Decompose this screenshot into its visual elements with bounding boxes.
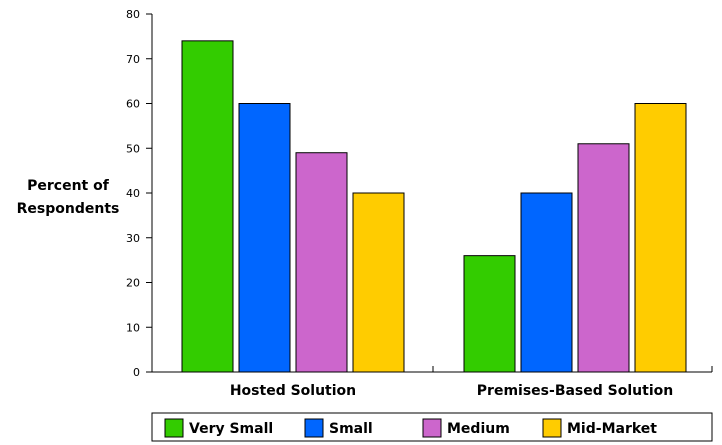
y-tick-label: 10 [126,321,140,334]
category-labels: Hosted Solution Premises-Based Solution [230,383,673,399]
bar-mid-market-hosted [352,192,405,373]
legend-label-small: Small [329,421,373,437]
category-label-hosted: Hosted Solution [230,383,356,399]
y-tick-label: 40 [126,187,140,200]
category-label-premises: Premises-Based Solution [477,383,673,399]
y-tick-label: 60 [126,98,140,111]
legend-label-medium: Medium [447,421,510,437]
y-tick-label: 20 [126,277,140,290]
legend-swatch-small [304,418,324,438]
bar-mid-market-premises [634,103,687,373]
x-axis-ticks [432,366,713,372]
bar-small-premises [520,192,573,373]
legend-label-mid-market: Mid-Market [567,421,657,437]
bar-medium-premises [577,143,630,373]
y-axis-label-line-1: Percent of [27,178,110,194]
y-axis-label-line-2: Respondents [17,201,120,217]
bar-medium-hosted [295,152,348,373]
y-tick-label: 0 [133,366,140,379]
bar-very-small-premises [463,255,516,373]
axes [151,14,712,373]
y-axis-ticks: 0 10 20 30 40 50 60 70 80 [126,8,152,379]
y-axis-label: Percent of Respondents [17,178,120,217]
legend-label-very-small: Very Small [189,421,273,437]
y-tick-label: 30 [126,232,140,245]
y-tick-label: 80 [126,8,140,21]
bars [181,40,687,373]
legend-swatch-very-small [164,418,184,438]
y-tick-label: 70 [126,53,140,66]
bar-small-hosted [238,103,291,373]
bar-very-small-hosted [181,40,234,373]
legend-swatch-mid-market [542,418,562,438]
legend: Very Small Small Medium Mid-Market [151,412,713,442]
legend-swatch-medium [422,418,442,438]
y-tick-label: 50 [126,142,140,155]
